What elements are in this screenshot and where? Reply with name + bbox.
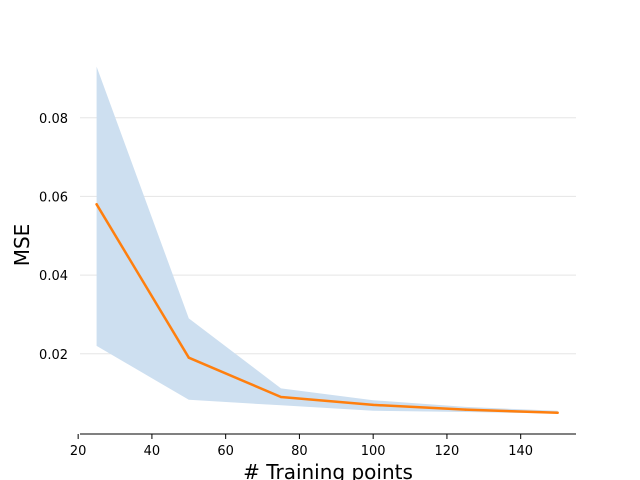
mse-point [464,408,467,411]
x-tick-label: 120 [435,444,460,459]
mse-point [95,203,98,206]
x-axis-title: # Training points [243,460,413,480]
x-tick-label: 140 [508,444,533,459]
confidence-band [96,66,558,414]
confidence-band-layer [96,66,558,414]
y-tick-label: 0.06 [39,190,68,205]
x-tick-labels: 20 40 60 80 100 120 140 [70,444,533,459]
x-tick-label: 80 [291,444,308,459]
x-axis [77,433,576,439]
x-tick-label: 100 [361,444,386,459]
mse-point [279,395,283,399]
y-tick-label: 0.04 [39,269,68,284]
x-tick-label: 40 [144,444,161,459]
series-line-layer [95,203,559,415]
y-tick-labels: 0.02 0.04 0.06 0.08 [39,112,68,363]
x-tick-label: 20 [70,444,87,459]
mse-line [95,203,559,415]
y-axis-title: MSE [10,224,34,267]
mse-point [187,356,190,359]
mse-point [556,411,559,414]
y-tick-label: 0.08 [39,112,68,127]
x-tick-label: 60 [217,444,234,459]
y-tick-label: 0.02 [39,348,68,363]
mse-point [371,403,375,407]
